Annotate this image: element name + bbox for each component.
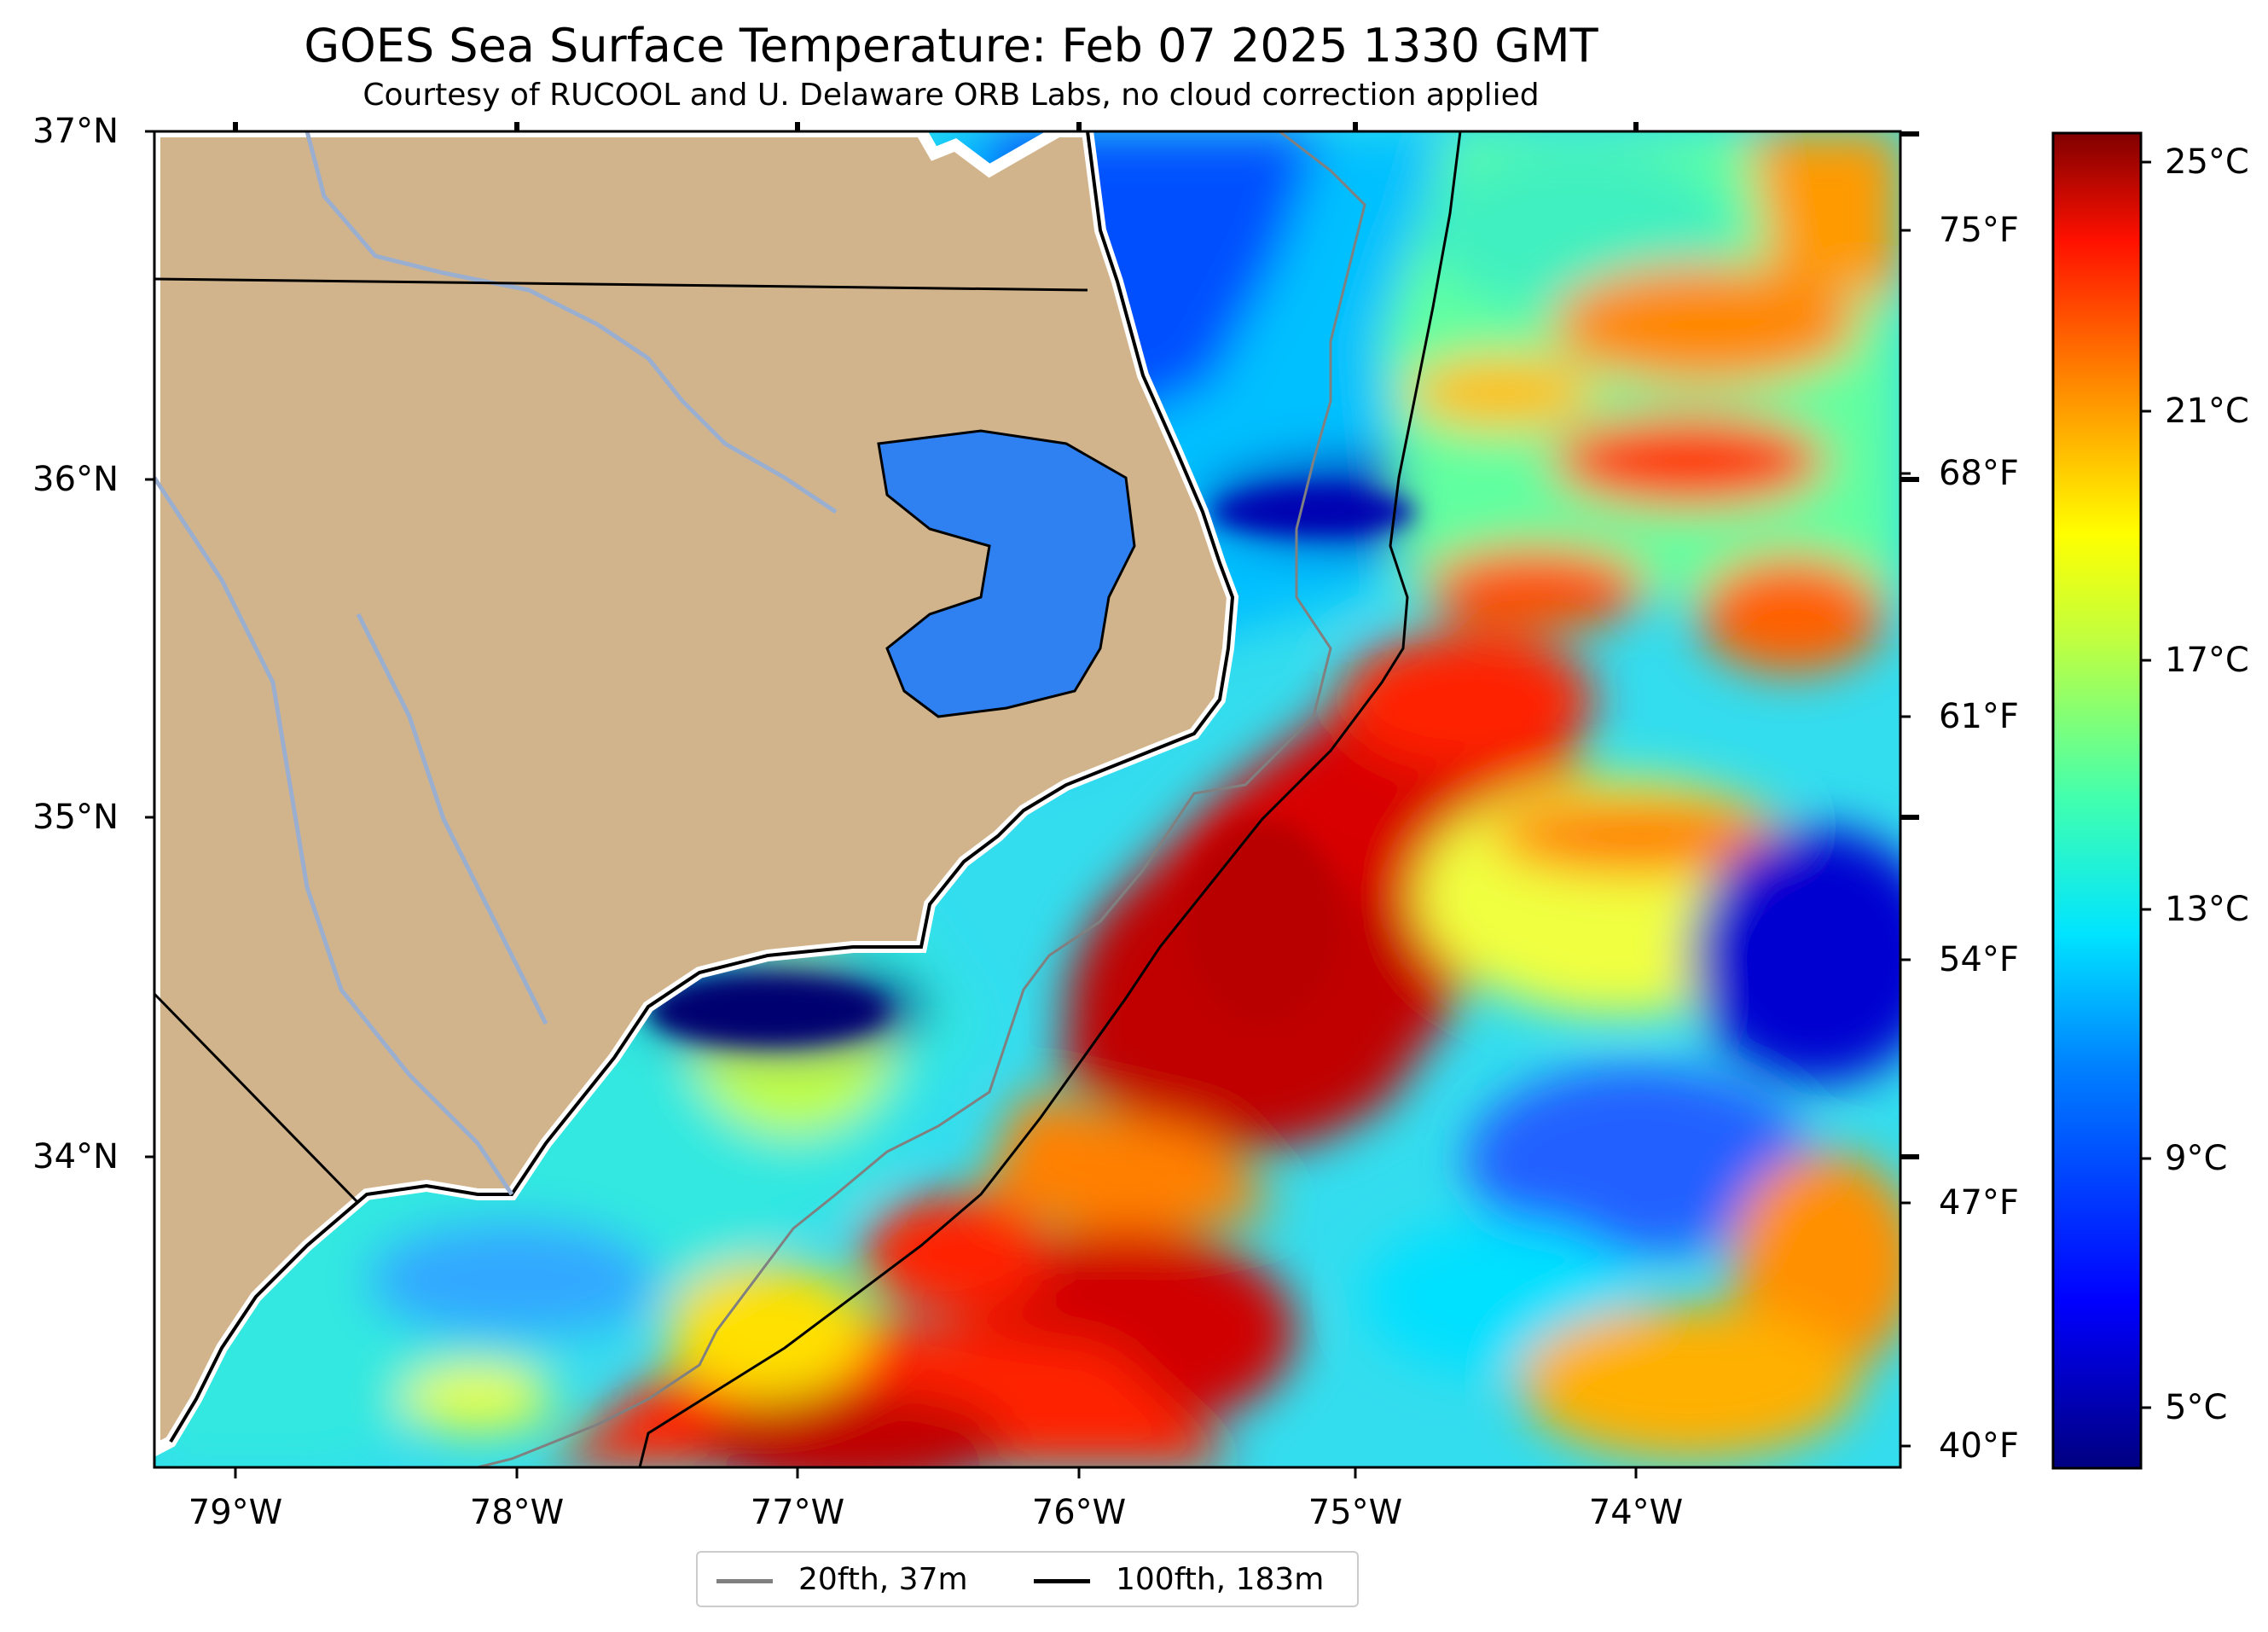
- lon-label-74w: 74°W: [1588, 1493, 1684, 1532]
- chart-subtitle: Courtesy of RUCOOL and U. Delaware ORB L…: [363, 78, 1540, 113]
- lat-label-34n: 34°N: [32, 1137, 119, 1176]
- lat-label-35n: 35°N: [32, 798, 119, 837]
- f-label-68: 68°F: [1939, 454, 2019, 493]
- sst-field: [154, 131, 1900, 1467]
- chart-title: GOES Sea Surface Temperature: Feb 07 202…: [304, 19, 1598, 73]
- colorbar: [2051, 131, 2143, 1470]
- lat-ticks: [145, 130, 154, 1159]
- lon-label-78w: 78°W: [469, 1493, 565, 1532]
- colorbar-label-25c: 25°C: [2165, 142, 2249, 182]
- f-label-61: 61°F: [1939, 697, 2019, 736]
- legend: 20fth, 37m 100fth, 183m: [696, 1551, 1359, 1607]
- f-label-40: 40°F: [1939, 1426, 2019, 1466]
- rivers: [154, 131, 838, 1196]
- colorbar-label-13c: 13°C: [2165, 890, 2249, 929]
- lon-bottom-ticks: [234, 1467, 1638, 1478]
- f-label-75: 75°F: [1939, 211, 2019, 250]
- colorbar-ticks: [2141, 160, 2151, 1409]
- legend-swatch-20fth: [716, 1579, 773, 1583]
- lat-label-36n: 36°N: [32, 460, 119, 499]
- lon-label-79w: 79°W: [188, 1493, 283, 1532]
- legend-label-20fth: 20fth, 37m: [798, 1562, 968, 1597]
- f-label-47: 47°F: [1939, 1183, 2019, 1223]
- right-f-ticks: [1900, 229, 1911, 1448]
- lon-label-75w: 75°W: [1308, 1493, 1403, 1532]
- lon-label-77w: 77°W: [750, 1493, 845, 1532]
- legend-label-100fth: 100fth, 183m: [1116, 1562, 1325, 1597]
- f-label-54: 54°F: [1939, 940, 2019, 979]
- lon-major-ticks: [233, 122, 1639, 131]
- contour-20fth: [477, 131, 1366, 1467]
- colorbar-label-9c: 9°C: [2165, 1139, 2228, 1178]
- colorbar-label-17c: 17°C: [2165, 641, 2249, 680]
- lon-label-76w: 76°W: [1031, 1493, 1127, 1532]
- lat-label-37n: 37°N: [32, 112, 119, 151]
- colorbar-label-5c: 5°C: [2165, 1388, 2228, 1427]
- legend-swatch-100fth: [1034, 1579, 1090, 1583]
- colorbar-label-21c: 21°C: [2165, 392, 2249, 431]
- contour-100fth: [638, 131, 1462, 1467]
- plot-frame: [153, 130, 1902, 1469]
- right-major-ticks: [1900, 131, 1919, 1159]
